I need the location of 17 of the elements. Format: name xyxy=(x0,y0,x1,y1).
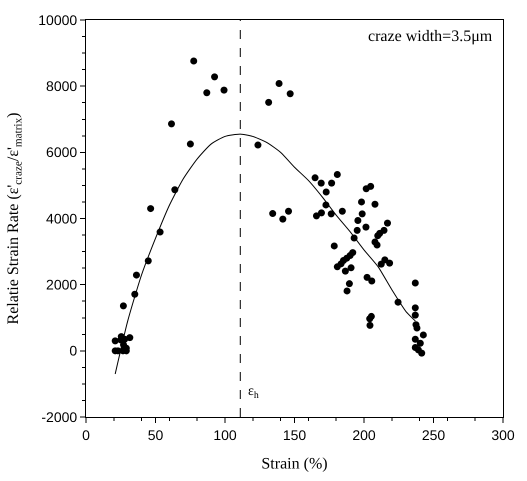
y-tick-label: 10000 xyxy=(38,12,78,28)
y-tick-label: 4000 xyxy=(46,210,78,226)
y-tick-label: 0 xyxy=(69,342,78,359)
x-tick-label: 100 xyxy=(213,426,237,443)
y-tick-label: 6000 xyxy=(46,144,78,160)
y-tick-label: 2000 xyxy=(46,276,78,293)
x-tick-label: 50 xyxy=(148,426,164,443)
ref-line-label: ε$_{h}$ xyxy=(248,384,259,401)
x-tick-label: 150 xyxy=(282,426,306,443)
x-tick-label: 300 xyxy=(491,426,515,443)
x-tick-label: 0 xyxy=(82,426,90,443)
y-tick-label: -2000 xyxy=(41,408,78,425)
x-axis-title: Strain (%) xyxy=(261,456,328,472)
x-tick-label: 200 xyxy=(352,426,376,443)
y-tick-label: 8000 xyxy=(46,78,78,94)
annotation: craze width=3.5μm xyxy=(368,28,493,45)
x-tick-label: 250 xyxy=(422,426,446,443)
